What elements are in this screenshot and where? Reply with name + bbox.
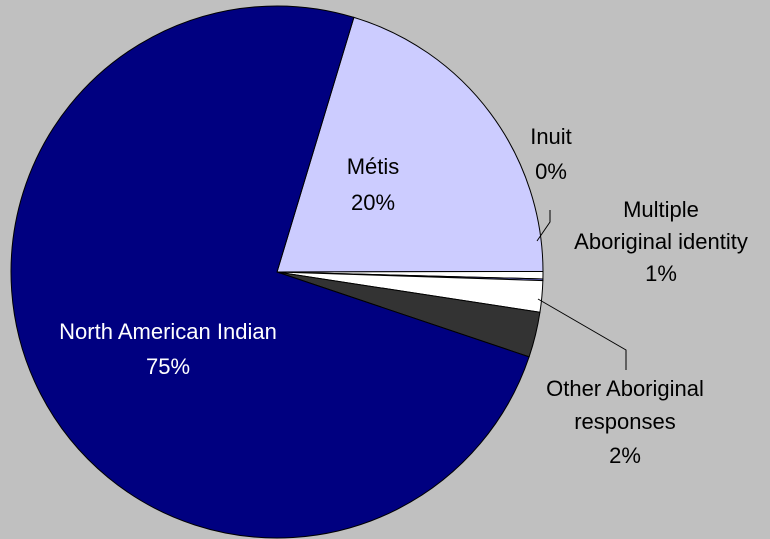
slice-label-multiple-line1: Multiple [623,197,699,222]
slice-label-nai: North American Indian [59,319,277,344]
slice-value-nai: 75% [146,354,190,379]
pie-slice-north-american-indian-5 [10,5,530,539]
pie-slice-m-tis-0 [276,16,544,273]
slice-label-multiple-line2: Aboriginal identity [574,229,748,254]
slice-value-multiple: 1% [645,261,677,286]
slice-label-inuit: Inuit [530,124,572,149]
inuit-leader-line [536,210,551,242]
slice-label-metis: Métis [347,154,400,179]
pie-slices [10,5,544,539]
slice-value-inuit: 0% [535,159,567,184]
other-leader-line [537,298,627,370]
slice-label-other-line2: responses [574,409,676,434]
slice-value-other: 2% [609,443,641,468]
slice-value-metis: 20% [351,190,395,215]
slice-label-other-line1: Other Aboriginal [546,376,704,401]
